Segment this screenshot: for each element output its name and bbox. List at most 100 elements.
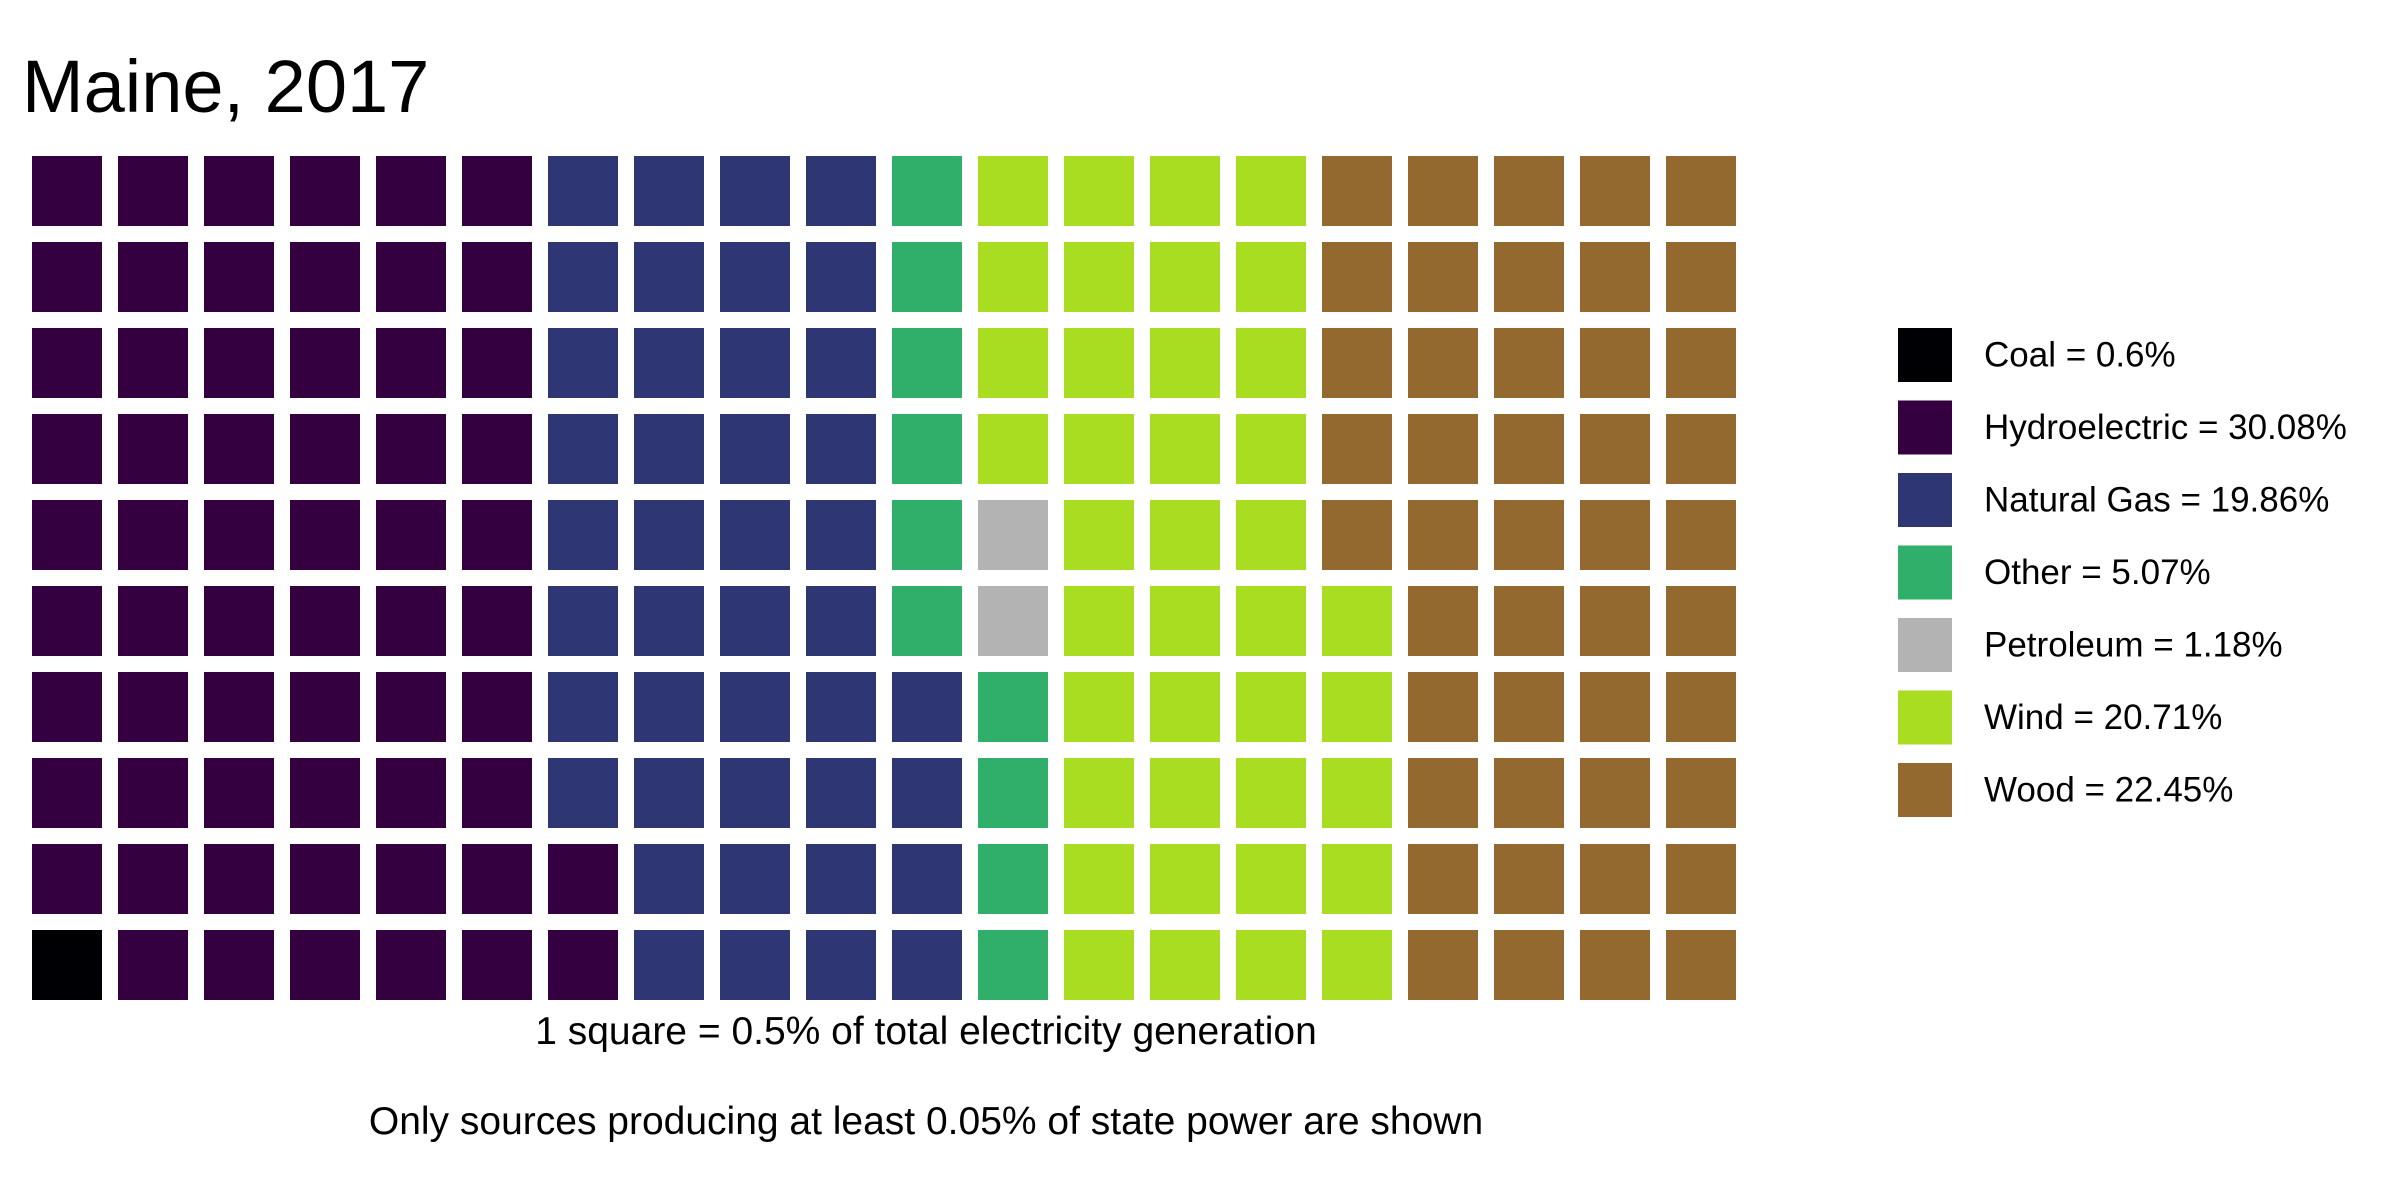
waffle-square-hydroelectric xyxy=(118,500,188,570)
waffle-square-hydroelectric xyxy=(204,328,274,398)
waffle-square-wind xyxy=(1150,242,1220,312)
waffle-square-wind xyxy=(1322,930,1392,1000)
waffle-square-hydroelectric xyxy=(290,414,360,484)
waffle-square-hydroelectric xyxy=(290,844,360,914)
waffle-square-hydroelectric xyxy=(290,156,360,226)
waffle-square-natural-gas xyxy=(634,758,704,828)
waffle-square-wood xyxy=(1666,242,1736,312)
waffle-square-hydroelectric xyxy=(204,500,274,570)
waffle-square-wind xyxy=(1322,672,1392,742)
waffle-square-wind xyxy=(1236,672,1306,742)
waffle-square-hydroelectric xyxy=(290,328,360,398)
waffle-square-wind xyxy=(1064,242,1134,312)
waffle-square-wood xyxy=(1494,758,1564,828)
chart-title: Maine, 2017 xyxy=(22,45,429,128)
waffle-square-wood xyxy=(1408,500,1478,570)
waffle-square-wood xyxy=(1666,586,1736,656)
waffle-square-wood xyxy=(1408,242,1478,312)
waffle-square-wood xyxy=(1494,844,1564,914)
legend-item-petroleum: Petroleum = 1.18% xyxy=(1898,618,2283,672)
waffle-square-hydroelectric xyxy=(462,414,532,484)
legend-label-hydroelectric: Hydroelectric = 30.08% xyxy=(1984,408,2347,447)
legend-key-coal xyxy=(1898,328,1952,382)
waffle-square-wind xyxy=(1064,328,1134,398)
waffle-square-natural-gas xyxy=(892,844,962,914)
waffle-square-wind xyxy=(1150,500,1220,570)
waffle-square-natural-gas xyxy=(548,500,618,570)
waffle-square-hydroelectric xyxy=(118,758,188,828)
waffle-square-natural-gas xyxy=(892,758,962,828)
waffle-square-natural-gas xyxy=(548,414,618,484)
waffle-square-natural-gas xyxy=(720,930,790,1000)
waffle-square-wood xyxy=(1494,672,1564,742)
waffle-square-natural-gas xyxy=(806,672,876,742)
waffle-square-wood xyxy=(1666,672,1736,742)
waffle-square-hydroelectric xyxy=(118,242,188,312)
waffle-square-hydroelectric xyxy=(204,672,274,742)
waffle-square-wind xyxy=(1064,930,1134,1000)
waffle-square-wood xyxy=(1408,930,1478,1000)
waffle-square-wind xyxy=(1236,500,1306,570)
legend-key-petroleum xyxy=(1898,618,1952,672)
waffle-square-wood xyxy=(1580,414,1650,484)
waffle-square-hydroelectric xyxy=(204,844,274,914)
waffle-square-wind xyxy=(1064,672,1134,742)
waffle-grid xyxy=(32,156,1736,1000)
waffle-square-wind xyxy=(1064,844,1134,914)
waffle-square-hydroelectric xyxy=(462,500,532,570)
waffle-square-natural-gas xyxy=(634,500,704,570)
waffle-square-natural-gas xyxy=(806,156,876,226)
waffle-square-hydroelectric xyxy=(32,586,102,656)
waffle-square-wind xyxy=(978,414,1048,484)
waffle-square-hydroelectric xyxy=(376,758,446,828)
waffle-square-hydroelectric xyxy=(548,844,618,914)
legend-item-natural-gas: Natural Gas = 19.86% xyxy=(1898,473,2329,527)
legend-label-wind: Wind = 20.71% xyxy=(1984,698,2222,737)
waffle-square-hydroelectric xyxy=(32,242,102,312)
waffle-square-wood xyxy=(1666,500,1736,570)
waffle-square-hydroelectric xyxy=(32,844,102,914)
waffle-square-natural-gas xyxy=(548,672,618,742)
waffle-square-wood xyxy=(1408,156,1478,226)
waffle-square-wood xyxy=(1666,758,1736,828)
waffle-square-hydroelectric xyxy=(462,758,532,828)
waffle-square-natural-gas xyxy=(634,844,704,914)
waffle-square-natural-gas xyxy=(806,758,876,828)
waffle-square-hydroelectric xyxy=(204,930,274,1000)
waffle-square-wind xyxy=(1150,156,1220,226)
waffle-square-natural-gas xyxy=(634,414,704,484)
waffle-square-other xyxy=(978,844,1048,914)
waffle-square-hydroelectric xyxy=(32,758,102,828)
waffle-square-hydroelectric xyxy=(376,500,446,570)
waffle-square-wood xyxy=(1666,156,1736,226)
waffle-square-natural-gas xyxy=(720,328,790,398)
waffle-square-natural-gas xyxy=(720,500,790,570)
waffle-square-natural-gas xyxy=(548,242,618,312)
legend-label-wood: Wood = 22.45% xyxy=(1984,771,2233,810)
waffle-square-other xyxy=(892,414,962,484)
legend-key-wind xyxy=(1898,690,1952,745)
legend-key-wood xyxy=(1898,763,1952,817)
waffle-square-natural-gas xyxy=(720,414,790,484)
waffle-square-wind xyxy=(1064,586,1134,656)
legend-item-wood: Wood = 22.45% xyxy=(1898,763,2233,817)
waffle-square-wood xyxy=(1408,844,1478,914)
waffle-square-wood xyxy=(1408,414,1478,484)
legend-label-coal: Coal = 0.6% xyxy=(1984,336,2176,375)
waffle-square-other xyxy=(978,930,1048,1000)
waffle-square-natural-gas xyxy=(806,414,876,484)
waffle-square-wood xyxy=(1580,930,1650,1000)
waffle-square-other xyxy=(892,586,962,656)
legend-key-hydroelectric xyxy=(1898,400,1952,455)
waffle-square-wind xyxy=(1236,414,1306,484)
waffle-square-wood xyxy=(1494,500,1564,570)
legend-label-natural-gas: Natural Gas = 19.86% xyxy=(1984,481,2329,520)
waffle-square-wood xyxy=(1580,242,1650,312)
waffle-square-hydroelectric xyxy=(32,156,102,226)
waffle-square-hydroelectric xyxy=(118,930,188,1000)
waffle-square-wood xyxy=(1408,672,1478,742)
waffle-square-hydroelectric xyxy=(118,328,188,398)
legend-key-natural-gas xyxy=(1898,473,1952,527)
waffle-square-hydroelectric xyxy=(290,758,360,828)
waffle-square-wood xyxy=(1494,156,1564,226)
